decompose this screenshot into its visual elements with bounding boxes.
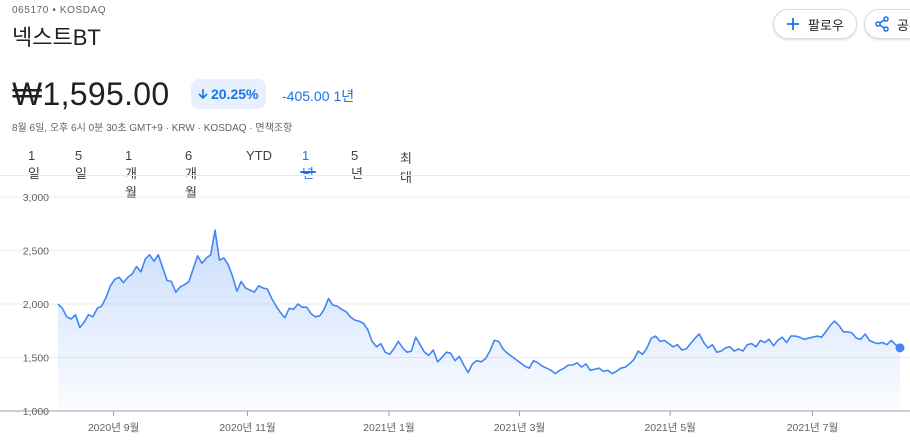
share-button[interactable]: 공유 <box>864 9 910 39</box>
follow-label: 팔로우 <box>808 17 844 33</box>
price-line <box>57 229 901 375</box>
quote-meta: 8월 6일, 오후 6시 0분 30초 GMT+9 · KRW · KOSDAQ… <box>12 123 293 134</box>
last-price-dot <box>895 343 905 353</box>
x-tick-label: 2020년 9월 <box>88 422 139 434</box>
price-chart[interactable]: 1,000 1,500 2,000 2,500 3,000 2020년 9월 2020년 … <box>0 176 910 443</box>
tab-6m[interactable]: 6개월 <box>185 148 197 200</box>
change-value-row: -405.00 1년 <box>282 86 354 106</box>
follow-button[interactable]: 팔로우 <box>773 9 857 39</box>
plus-icon <box>787 18 799 30</box>
tab-1y[interactable]: 1년 <box>300 148 316 181</box>
y-tick-label: 2,000 <box>23 299 49 311</box>
stock-name: 넥스트BT <box>12 25 101 50</box>
x-tick-label: 2021년 7월 <box>787 422 838 434</box>
current-price: ₩1,595.00 <box>12 76 170 112</box>
x-tick-label: 2020년 11월 <box>219 422 276 434</box>
share-label: 공유 <box>897 17 910 33</box>
tab-5y[interactable]: 5년 <box>351 148 363 181</box>
arrow-down-icon <box>198 89 208 100</box>
price-area <box>58 230 900 411</box>
y-tick-label: 1,500 <box>23 353 49 365</box>
change-period: 1년 <box>333 88 355 104</box>
x-tick-label: 2021년 5월 <box>644 422 695 434</box>
tab-5d[interactable]: 5일 <box>75 148 87 181</box>
tab-max[interactable]: 최대 <box>400 151 412 185</box>
y-tick-label: 1,000 <box>23 406 49 418</box>
tab-1m[interactable]: 1개월 <box>125 148 137 200</box>
tab-divider <box>0 175 910 176</box>
share-icon <box>875 16 889 32</box>
tab-ytd[interactable]: YTD <box>246 148 272 163</box>
change-percent: 20.25% <box>211 86 259 102</box>
tab-1d[interactable]: 1일 <box>28 148 40 181</box>
y-tick-label: 3,000 <box>23 192 49 204</box>
change-percent-badge: 20.25% <box>191 79 267 109</box>
y-tick-label: 2,500 <box>23 246 49 258</box>
x-tick-label: 2021년 3월 <box>494 422 545 434</box>
ticker-symbol: 065170 • KOSDAQ <box>12 5 107 16</box>
change-value: -405.00 <box>282 88 330 104</box>
x-tick-label: 2021년 1월 <box>363 422 414 434</box>
